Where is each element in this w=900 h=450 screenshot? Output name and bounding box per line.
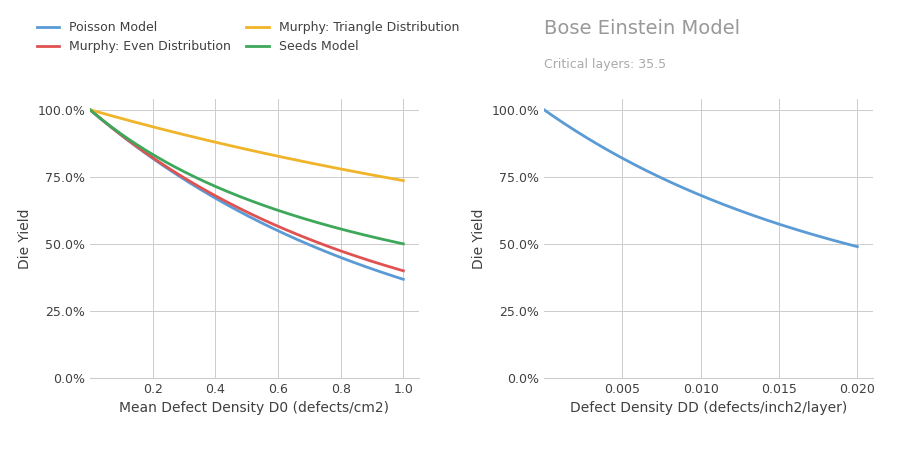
Poisson Model <box>234 208 245 214</box>
Seeds Model <box>391 239 401 245</box>
Murphy: Triangle Distribution: (0.976, 0.741): Triangle Distribution: (0.976, 0.741) <box>391 176 401 182</box>
Murphy: Even Distribution: (0.596, 0.568): Even Distribution: (0.596, 0.568) <box>271 223 282 229</box>
Poisson Model <box>391 274 401 279</box>
Poisson Model <box>236 210 247 215</box>
Murphy: Even Distribution: (1, 0.4): Even Distribution: (1, 0.4) <box>398 268 409 274</box>
Poisson Model <box>271 227 282 233</box>
Y-axis label: Die Yield: Die Yield <box>18 208 32 269</box>
Seeds Model <box>341 228 352 233</box>
Murphy: Triangle Distribution: (0.542, 0.841): Triangle Distribution: (0.542, 0.841) <box>255 149 266 155</box>
Murphy: Triangle Distribution: (0.481, 0.857): Triangle Distribution: (0.481, 0.857) <box>236 145 247 151</box>
Text: Critical layers: 35.5: Critical layers: 35.5 <box>544 58 666 71</box>
Seeds Model <box>85 107 95 112</box>
Seeds Model <box>398 241 409 247</box>
Poisson Model <box>398 277 409 282</box>
Line: Murphy: Triangle Distribution: Murphy: Triangle Distribution <box>90 110 403 180</box>
Text: Bose Einstein Model: Bose Einstein Model <box>544 18 740 38</box>
X-axis label: Mean Defect Density D0 (defects/cm2): Mean Defect Density D0 (defects/cm2) <box>120 401 390 415</box>
Seeds Model <box>271 207 282 212</box>
Murphy: Triangle Distribution: (0.82, 0.775): Triangle Distribution: (0.82, 0.775) <box>341 167 352 173</box>
Murphy: Even Distribution: (0.481, 0.63): Even Distribution: (0.481, 0.63) <box>236 206 247 211</box>
Line: Murphy: Even Distribution: Murphy: Even Distribution <box>90 110 403 271</box>
Poisson Model <box>341 257 352 262</box>
Y-axis label: Die Yield: Die Yield <box>472 208 486 269</box>
Line: Poisson Model: Poisson Model <box>90 110 403 279</box>
Seeds Model <box>255 201 266 207</box>
Seeds Model <box>234 194 245 199</box>
Murphy: Triangle Distribution: (0.475, 0.859): Triangle Distribution: (0.475, 0.859) <box>234 145 245 150</box>
Poisson Model <box>85 107 95 112</box>
Line: Seeds Model: Seeds Model <box>90 110 403 244</box>
Legend: Poisson Model, Murphy: Even Distribution, Murphy: Triangle Distribution, Seeds M: Poisson Model, Murphy: Even Distribution… <box>32 16 464 58</box>
Murphy: Even Distribution: (0.542, 0.596): Even Distribution: (0.542, 0.596) <box>255 216 266 221</box>
Seeds Model <box>236 194 247 200</box>
X-axis label: Defect Density DD (defects/inch2/layer): Defect Density DD (defects/inch2/layer) <box>570 401 847 415</box>
Murphy: Even Distribution: (0.001, 0.999): Even Distribution: (0.001, 0.999) <box>85 107 95 112</box>
Murphy: Even Distribution: (0.82, 0.466): Even Distribution: (0.82, 0.466) <box>341 250 352 256</box>
Murphy: Triangle Distribution: (1, 0.736): Triangle Distribution: (1, 0.736) <box>398 178 409 183</box>
Murphy: Even Distribution: (0.475, 0.633): Even Distribution: (0.475, 0.633) <box>234 205 245 211</box>
Murphy: Triangle Distribution: (0.001, 1): Triangle Distribution: (0.001, 1) <box>85 107 95 112</box>
Poisson Model <box>255 219 266 225</box>
Murphy: Even Distribution: (0.976, 0.408): Even Distribution: (0.976, 0.408) <box>391 266 401 271</box>
Murphy: Triangle Distribution: (0.596, 0.828): Triangle Distribution: (0.596, 0.828) <box>271 153 282 158</box>
